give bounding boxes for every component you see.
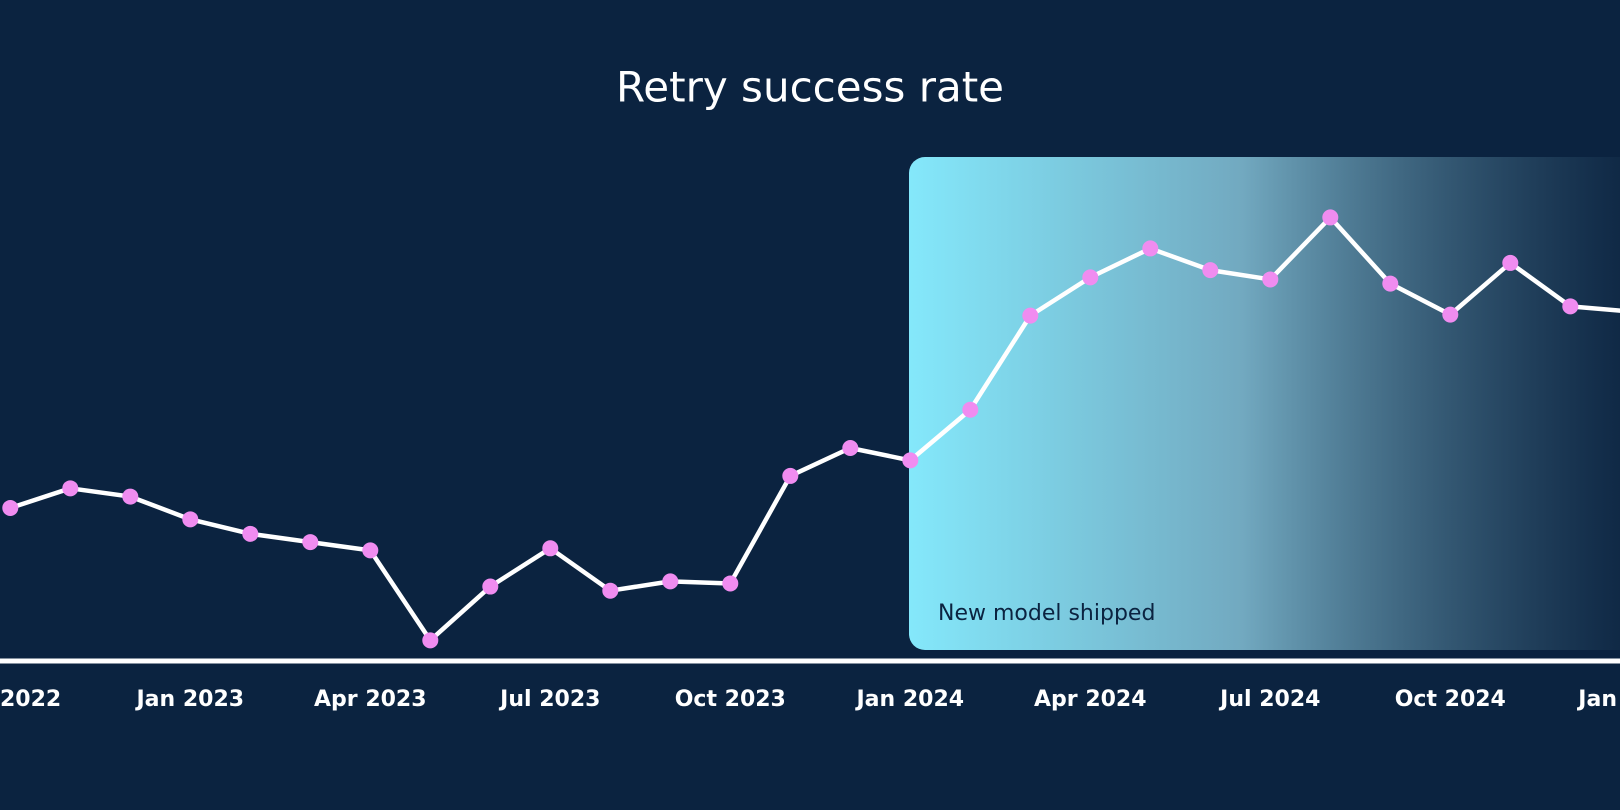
x-tick-label: Apr 2024 xyxy=(1034,687,1147,712)
data-point xyxy=(362,542,379,559)
data-point xyxy=(422,632,439,649)
data-point xyxy=(122,488,139,505)
data-point xyxy=(1502,254,1519,271)
data-point xyxy=(662,573,679,590)
data-point xyxy=(482,578,499,595)
data-point xyxy=(302,534,319,551)
data-point xyxy=(1442,306,1459,323)
data-point xyxy=(602,582,619,599)
data-point xyxy=(62,480,79,497)
data-point xyxy=(1082,269,1099,286)
highlight-region xyxy=(909,157,1620,650)
data-point xyxy=(1562,298,1579,315)
data-point xyxy=(1142,240,1159,257)
data-point xyxy=(1382,275,1399,292)
data-point xyxy=(782,467,799,484)
data-point xyxy=(902,452,919,469)
data-point xyxy=(842,439,859,456)
x-tick-label: Jan xyxy=(1576,687,1617,712)
data-point xyxy=(1202,262,1219,279)
data-point xyxy=(1022,307,1039,324)
data-point xyxy=(962,401,979,418)
x-tick-label: Apr 2023 xyxy=(314,687,427,712)
data-point xyxy=(2,499,19,516)
x-tick-label: 2022 xyxy=(0,687,61,712)
x-tick-label: Jul 2024 xyxy=(1218,687,1320,712)
x-tick-label: Oct 2024 xyxy=(1395,687,1506,712)
data-point xyxy=(242,525,259,542)
x-tick-label: Jan 2023 xyxy=(135,687,245,712)
data-point xyxy=(542,540,559,557)
chart-title: Retry success rate xyxy=(616,63,1004,112)
x-tick-label: Oct 2023 xyxy=(675,687,786,712)
line xyxy=(9,215,1620,643)
data-point xyxy=(1322,209,1339,226)
x-tick-label: Jul 2023 xyxy=(498,687,600,712)
annotation: New model shipped xyxy=(938,601,1155,626)
x-tick-label: Jan 2024 xyxy=(855,687,965,712)
data-point xyxy=(182,511,199,528)
data-point xyxy=(1262,271,1279,288)
data-point xyxy=(722,575,739,592)
